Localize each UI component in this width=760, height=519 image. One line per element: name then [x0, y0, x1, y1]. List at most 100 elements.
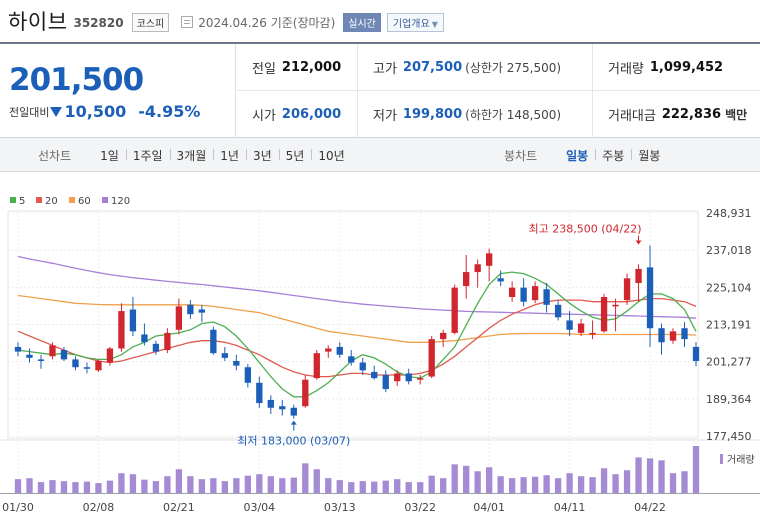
candle-body	[543, 289, 550, 305]
tab-5y[interactable]: 5년	[278, 147, 312, 164]
volume-bar	[49, 480, 56, 493]
stat-label: 고가	[373, 62, 397, 77]
y-tick-label: 201,277	[706, 356, 752, 369]
candle-body	[417, 378, 424, 380]
stat-row: 전일 212,000 고가 207,500 (상한가 275,500) 거래량 …	[237, 44, 760, 91]
chart-period-tabs: 선차트 1일 1주일 3개월 1년 3년 5년 10년 봉차트 일봉 주봉 월봉	[0, 138, 760, 172]
volume-bar	[485, 467, 493, 493]
volume-bar	[520, 477, 527, 493]
candle-body	[106, 348, 114, 363]
candle-body	[187, 304, 194, 315]
candle-body	[244, 367, 251, 383]
volume-bar	[72, 482, 79, 493]
legend-swatch	[10, 197, 16, 203]
ma60-line	[17, 294, 697, 343]
volume-bar	[531, 476, 539, 493]
y-tick-label: 189,364	[706, 393, 752, 406]
candle-body	[440, 332, 447, 340]
ma20-line	[17, 297, 697, 378]
candle-body	[72, 359, 79, 368]
tab-weekly[interactable]: 주봉	[595, 147, 631, 164]
tab-3y[interactable]: 3년	[245, 147, 279, 164]
volume-bar	[336, 480, 343, 493]
x-tick-label: 04/01	[473, 501, 505, 514]
stat-open: 시가 206,000	[252, 91, 367, 138]
tab-3m[interactable]: 3개월	[169, 147, 214, 164]
stat-label: 거래량	[608, 62, 644, 77]
volume-bar	[474, 471, 481, 493]
volume-bar	[60, 481, 68, 493]
volume-bar	[451, 464, 458, 493]
max-annotation: 최고 238,500 (04/22)	[529, 223, 642, 236]
volume-bar	[440, 478, 447, 493]
volume-bar	[256, 474, 263, 493]
tab-10y[interactable]: 10년	[311, 147, 351, 164]
candle-body	[26, 354, 33, 358]
volume-bar	[600, 468, 608, 493]
candle-body	[359, 362, 366, 371]
candle-body	[313, 353, 320, 379]
tab-1d[interactable]: 1일	[100, 148, 119, 163]
stat-value: 222,836	[661, 107, 722, 122]
volume-bar	[221, 481, 229, 493]
x-tick-label: 02/21	[163, 501, 195, 514]
tab-1y[interactable]: 1년	[213, 147, 246, 164]
volume-bar	[646, 458, 654, 493]
candle-body	[129, 309, 137, 332]
candle-body	[164, 332, 171, 351]
candlestick-chart[interactable]: 248,931 237,018 225,104 213,191 201,277 189,3…	[0, 172, 760, 519]
quote-summary: 201,500 전일대비 10,500 -4.95% 전일 212,000 고가…	[0, 42, 760, 138]
volume-bar	[394, 479, 401, 493]
candle-body	[336, 346, 343, 355]
tab-monthly[interactable]: 월봉	[631, 147, 667, 164]
y-tick-label: 237,018	[706, 244, 752, 257]
upper-limit: (상한가 275,500)	[465, 61, 562, 75]
stat-value: 212,000	[281, 60, 342, 75]
volume-bar	[244, 475, 251, 493]
candle-body	[612, 304, 619, 307]
stat-high: 고가 207,500 (상한가 275,500)	[357, 44, 592, 91]
stat-label: 전일	[252, 62, 276, 77]
volume-bar	[554, 478, 562, 493]
price-box: 201,500 전일대비 10,500 -4.95%	[0, 44, 236, 138]
volume-bar	[83, 481, 91, 493]
candle-body	[382, 375, 389, 390]
candle-body	[635, 268, 642, 283]
candle-body	[60, 350, 68, 360]
volume-bar	[152, 481, 160, 493]
volume-bar	[681, 471, 688, 493]
volume-legend-swatch	[720, 454, 723, 464]
tab-daily[interactable]: 일봉	[566, 148, 589, 163]
change-label: 전일대비	[9, 105, 50, 119]
volume-bar	[635, 457, 642, 493]
tab-1w[interactable]: 1주일	[125, 147, 170, 164]
stat-value: 1,099,452	[649, 60, 724, 75]
company-overview-dropdown[interactable]: 기업개요 ▼	[386, 12, 444, 32]
candle-body	[256, 382, 263, 404]
x-tick-label: 03/13	[324, 501, 356, 514]
quote-date: 2024.04.26 기준(장마감)	[198, 15, 336, 30]
volume-bar	[428, 475, 435, 493]
volume-bar	[371, 481, 378, 493]
x-tick-label: 04/22	[634, 501, 666, 514]
candle-body	[198, 309, 206, 313]
volume-bar	[187, 476, 194, 493]
volume-bar	[175, 469, 183, 493]
stat-volume: 거래량 1,099,452	[592, 44, 760, 91]
stat-label: 거래대금	[608, 109, 656, 124]
candle-body	[531, 286, 539, 301]
candle-body	[577, 323, 585, 333]
volume-bar	[566, 473, 573, 493]
candle-body	[83, 367, 91, 369]
volume-bar	[405, 482, 412, 493]
candle-body	[474, 264, 481, 273]
candle-body	[497, 278, 504, 282]
candle-body	[623, 278, 631, 301]
legend-label: 60	[78, 196, 91, 207]
candle-body	[233, 360, 240, 366]
realtime-button[interactable]: 실시간	[343, 12, 381, 32]
legend-swatch	[36, 197, 42, 203]
volume-bar	[210, 478, 217, 493]
candle-body	[669, 331, 677, 341]
volume-bar	[233, 478, 240, 493]
